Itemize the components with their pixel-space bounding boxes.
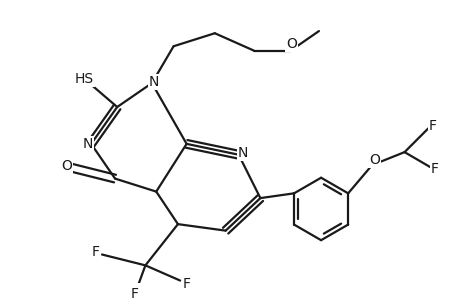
Text: F: F bbox=[130, 287, 138, 300]
Text: HS: HS bbox=[75, 72, 94, 86]
Text: F: F bbox=[91, 245, 99, 259]
Text: O: O bbox=[285, 37, 297, 51]
Text: F: F bbox=[182, 277, 190, 291]
Text: F: F bbox=[428, 119, 436, 133]
Text: N: N bbox=[237, 146, 248, 160]
Text: F: F bbox=[430, 163, 438, 176]
Text: O: O bbox=[368, 153, 379, 167]
Text: N: N bbox=[149, 75, 159, 89]
Text: N: N bbox=[82, 137, 93, 151]
Text: O: O bbox=[61, 159, 72, 172]
